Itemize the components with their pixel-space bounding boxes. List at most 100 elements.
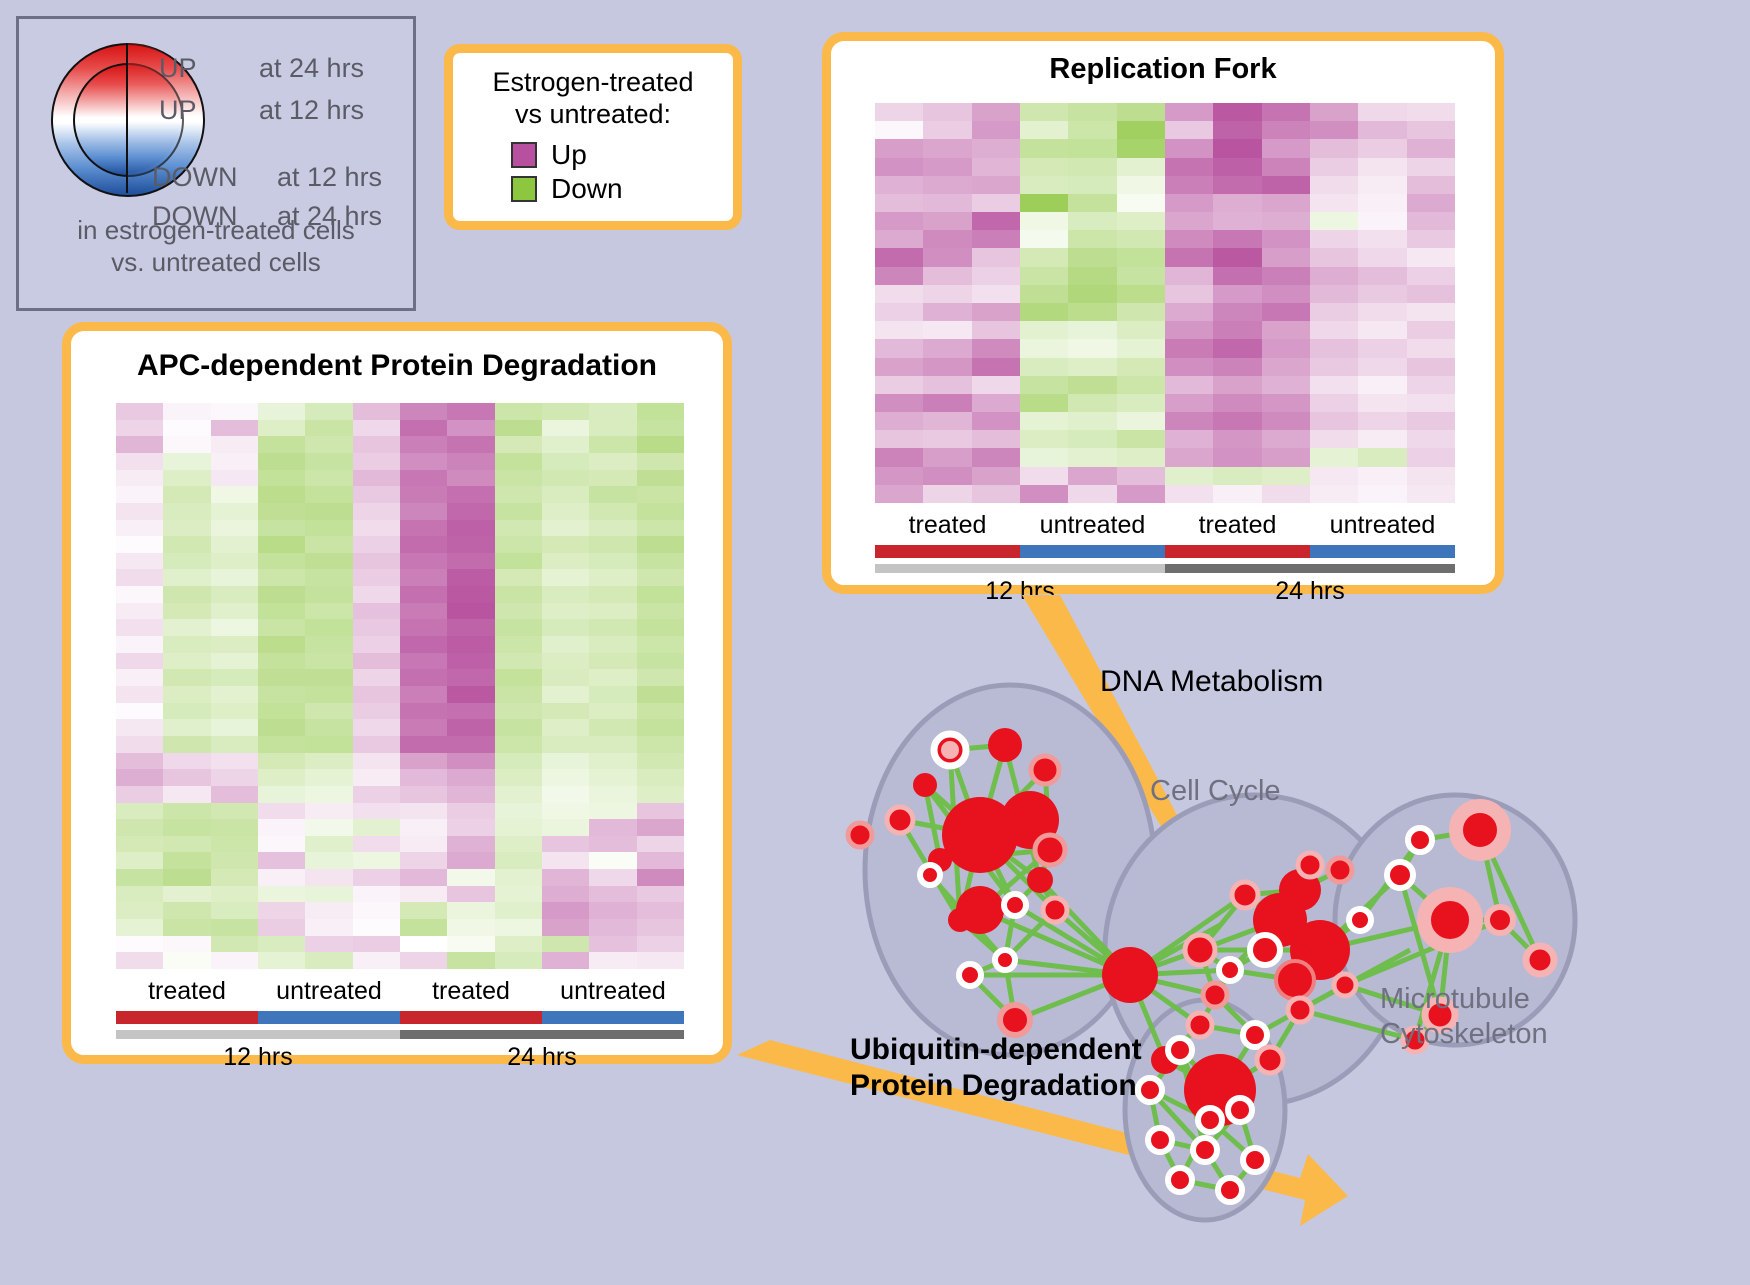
heatmap-cell — [399, 502, 448, 520]
heatmap-cell — [210, 469, 258, 487]
heatmap-cell — [1164, 175, 1214, 194]
cluster-label-microtubule: Microtubule Cytoskeleton — [1380, 982, 1548, 1052]
heatmap-cell — [399, 852, 448, 870]
heatmap-cell — [636, 835, 684, 853]
heatmap-cell — [1406, 103, 1455, 122]
heatmap-cell — [1358, 175, 1407, 194]
heatmap-cell — [636, 935, 684, 953]
heatmap-cell — [447, 735, 495, 753]
heatmap-cell — [447, 502, 495, 520]
heatmap-cell — [1116, 339, 1165, 358]
treatment-bar-replication-fork — [875, 545, 1455, 558]
heatmap-cell — [352, 403, 400, 420]
heatmap-cell — [971, 448, 1020, 467]
heatmap-cell — [1261, 302, 1310, 322]
heatmap-cell — [589, 452, 637, 470]
heatmap-cell — [1309, 230, 1359, 249]
heatmap-cell — [923, 466, 972, 485]
heatmap-cell — [1164, 466, 1214, 485]
heatmap-cell — [494, 619, 542, 637]
heatmap-cell — [352, 636, 400, 653]
heatmap-cell — [257, 619, 306, 637]
heatmap-cell — [399, 652, 448, 670]
heatmap-cell — [163, 636, 211, 653]
heatmap-cell — [589, 469, 637, 487]
heatmap-cell — [1358, 375, 1407, 394]
heatmap-cell — [163, 719, 211, 736]
heatmap-cell — [305, 669, 353, 686]
heatmap-cell — [1116, 212, 1165, 231]
heatmap-cell — [923, 266, 972, 285]
heatmap-cell — [352, 752, 400, 770]
timepoint-labels-apc: 12 hrs 24 hrs — [116, 1043, 684, 1072]
treatment-bar-segment — [400, 1011, 542, 1024]
heatmap-cell — [1406, 139, 1455, 158]
heatmap-cell — [494, 403, 542, 420]
heatmap-cell — [1406, 121, 1455, 140]
heatmap-cell — [1406, 266, 1455, 285]
heatmap-cell — [971, 157, 1020, 176]
heatmap-cell — [399, 902, 448, 920]
treatment-bar-segment — [875, 545, 1020, 558]
heatmap-cell — [352, 702, 400, 720]
timepoint-bar-segment — [116, 1030, 400, 1039]
group-label: untreated — [560, 977, 666, 1005]
heatmap-cell — [1164, 321, 1214, 340]
heatmap-cell — [636, 885, 684, 903]
heatmap-cell — [447, 519, 495, 537]
heatmap-cell — [923, 121, 972, 140]
heatmap-cell — [210, 586, 258, 603]
heatmap-cell — [875, 339, 924, 358]
treatment-bar-segment — [542, 1011, 684, 1024]
heatmap-cell — [875, 266, 924, 285]
heatmap-cell — [1358, 230, 1407, 249]
heatmap-cell — [541, 802, 590, 820]
heatmap-cell — [257, 669, 306, 686]
heatmap-cell — [494, 735, 542, 753]
heatmap-cell — [257, 586, 306, 603]
heatmap-cell — [210, 403, 258, 420]
heatmap-cell — [1068, 448, 1117, 467]
heatmap-cell — [1309, 339, 1359, 358]
heatmap-cell — [352, 852, 400, 870]
heatmap-cell — [116, 919, 164, 936]
heatmap-cell — [971, 103, 1020, 122]
heatmap-cell — [1068, 339, 1117, 358]
heatmap-cell — [257, 952, 306, 969]
heatmap-cell — [163, 502, 211, 520]
color-key-ring — [41, 35, 205, 205]
heatmap-cell — [1213, 175, 1262, 194]
heatmap-cell — [1261, 339, 1310, 358]
heatmap-cell — [1116, 302, 1165, 322]
legend-label-up: Up — [551, 138, 587, 170]
heatmap-cell — [589, 536, 637, 553]
heatmap-cell — [589, 869, 637, 886]
heatmap-cell — [163, 902, 211, 920]
heatmap-cell — [494, 919, 542, 936]
heatmap-cell — [352, 869, 400, 886]
heatmap-cell — [589, 702, 637, 720]
heatmap-cell — [305, 802, 353, 820]
heatmap-cell — [1068, 321, 1117, 340]
heatmap-cell — [1068, 284, 1117, 303]
heatmap-cell — [1213, 248, 1262, 267]
timepoint-bar-segment — [1165, 564, 1455, 573]
heatmap-cell — [1261, 157, 1310, 176]
heatmap-cell — [1309, 412, 1359, 431]
heatmap-cell — [1068, 175, 1117, 194]
heatmap-cell — [1309, 484, 1359, 503]
heatmap-cell — [1213, 339, 1262, 358]
cluster-label-cell-cycle: Cell Cycle — [1150, 775, 1281, 807]
heatmap-cell — [305, 403, 353, 420]
heatmap-cell — [1116, 466, 1165, 485]
heatmap-cell — [257, 919, 306, 936]
legend-items: Up Down — [453, 139, 733, 205]
heatmap-cell — [163, 885, 211, 903]
heatmap-cell — [399, 752, 448, 770]
heatmap-cell — [1213, 139, 1262, 158]
heatmap-cell — [1309, 302, 1359, 322]
heatmap-cell — [589, 569, 637, 587]
heatmap-cell — [971, 321, 1020, 340]
heatmap-cell — [210, 569, 258, 587]
heatmap-cell — [923, 375, 972, 394]
